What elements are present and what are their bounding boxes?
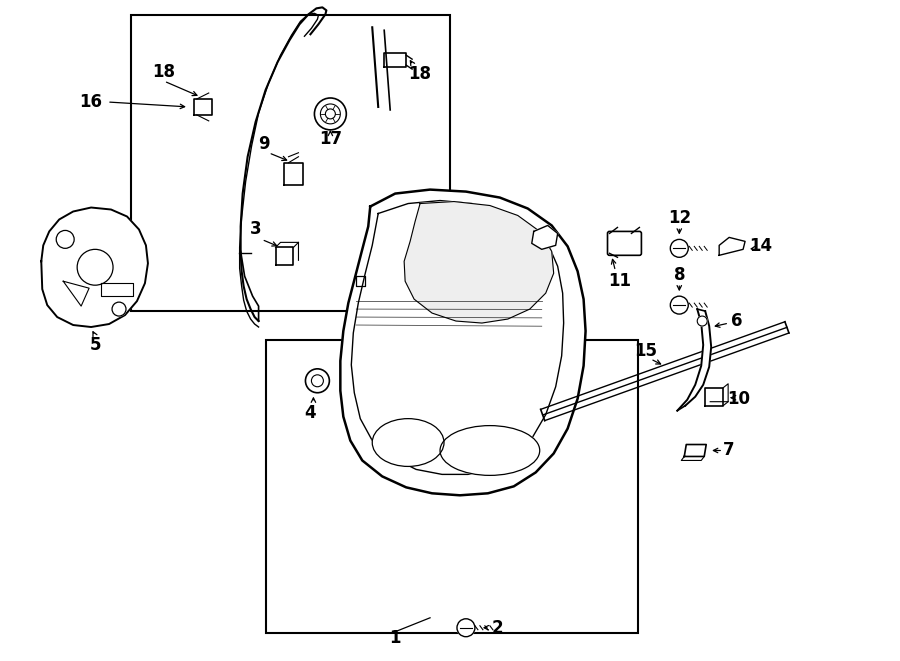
Bar: [266, 340, 638, 633]
Text: 8: 8: [673, 266, 685, 284]
Polygon shape: [719, 237, 745, 255]
Text: 16: 16: [79, 93, 103, 111]
Text: 13: 13: [506, 222, 529, 241]
Text: 12: 12: [668, 210, 691, 227]
Circle shape: [670, 296, 688, 314]
Text: 4: 4: [304, 404, 316, 422]
Text: 5: 5: [89, 336, 101, 354]
Text: 10: 10: [727, 390, 751, 408]
Circle shape: [314, 98, 346, 130]
Polygon shape: [41, 208, 148, 327]
Circle shape: [457, 619, 475, 637]
Polygon shape: [340, 190, 586, 495]
Polygon shape: [404, 202, 554, 323]
Text: 6: 6: [732, 312, 742, 330]
Circle shape: [56, 231, 74, 249]
Ellipse shape: [440, 426, 540, 475]
Bar: [131, 15, 450, 311]
Circle shape: [670, 239, 688, 257]
Circle shape: [77, 249, 113, 285]
Polygon shape: [532, 225, 558, 249]
Polygon shape: [678, 309, 711, 410]
Text: 7: 7: [724, 442, 735, 459]
Text: 9: 9: [257, 135, 269, 153]
Ellipse shape: [373, 418, 444, 467]
Circle shape: [326, 109, 336, 119]
Text: 15: 15: [634, 342, 657, 360]
FancyBboxPatch shape: [608, 231, 642, 255]
Text: 18: 18: [409, 65, 432, 83]
Text: 2: 2: [492, 619, 504, 637]
Text: 1: 1: [390, 629, 400, 646]
Text: 3: 3: [250, 220, 261, 239]
Circle shape: [112, 302, 126, 316]
Circle shape: [305, 369, 329, 393]
Text: 17: 17: [319, 130, 342, 148]
Circle shape: [698, 316, 707, 326]
Circle shape: [320, 104, 340, 124]
Text: 14: 14: [750, 237, 772, 255]
Text: 18: 18: [152, 63, 176, 81]
Text: 11: 11: [608, 272, 631, 290]
Circle shape: [311, 375, 323, 387]
